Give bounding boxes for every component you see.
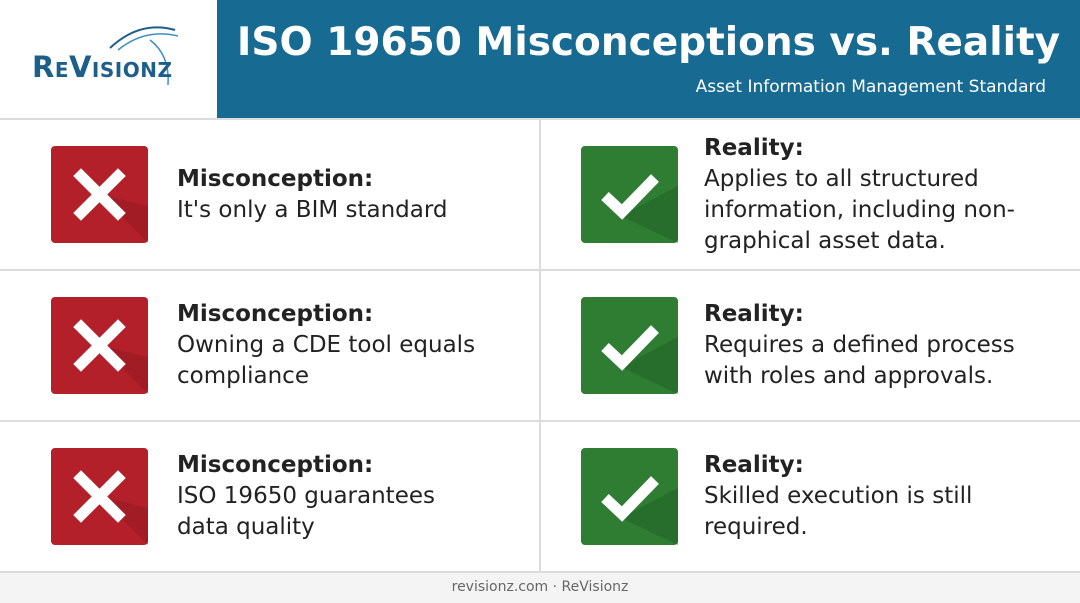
check-icon bbox=[581, 146, 678, 243]
reality-label: Reality: bbox=[704, 301, 804, 327]
misconception-cell: Misconception: ISO 19650 guarantees data … bbox=[0, 422, 539, 571]
reality-cell: Reality: Skilled execution is still requi… bbox=[541, 422, 1080, 571]
reality-text: Applies to all structured information, i… bbox=[704, 165, 1015, 254]
x-icon bbox=[51, 297, 148, 394]
check-icon bbox=[581, 448, 678, 545]
reality-text-block: Reality: Requires a defined process with … bbox=[704, 299, 1034, 392]
reality-label: Reality: bbox=[704, 134, 804, 161]
logo: ReVisionz bbox=[0, 0, 217, 118]
title: ISO 19650 Misconceptions vs. Reality bbox=[236, 20, 1061, 65]
misconception-text-block: Misconception: It's only a BIM standard bbox=[177, 164, 477, 226]
title-band: ISO 19650 Misconceptions vs. Reality Ass… bbox=[217, 0, 1080, 118]
misconception-label: Misconception: bbox=[177, 301, 374, 327]
misconception-text-block: Misconception: ISO 19650 guarantees data … bbox=[177, 450, 477, 543]
footer: revisionz.com · ReVisionz bbox=[451, 579, 629, 595]
reality-text: Requires a defined process with roles an… bbox=[704, 332, 1015, 389]
logo-swoosh bbox=[109, 26, 179, 86]
comparison-grid: Misconception: It's only a BIM standard Re… bbox=[0, 118, 1080, 573]
subtitle: Asset Information Management Standard bbox=[695, 77, 1046, 97]
reality-text-block: Reality: Applies to all structured inform… bbox=[704, 133, 1034, 257]
misconception-text: ISO 19650 guarantees data quality bbox=[177, 483, 435, 540]
reality-label: Reality: bbox=[704, 452, 804, 478]
logo-text: ReVisionz bbox=[32, 50, 173, 84]
misconception-text: Owning a CDE tool equals compliance bbox=[177, 332, 476, 389]
reality-cell: Reality: Applies to all structured inform… bbox=[541, 120, 1080, 269]
misconception-cell: Misconception: Owning a CDE tool equals c… bbox=[0, 271, 539, 420]
misconception-label: Misconception: bbox=[177, 165, 374, 192]
check-icon bbox=[581, 297, 678, 394]
reality-text: Skilled execution is still required. bbox=[704, 483, 973, 540]
misconception-text: It's only a BIM standard bbox=[177, 196, 448, 223]
misconception-cell: Misconception: It's only a BIM standard bbox=[0, 120, 539, 269]
misconception-text-block: Misconception: Owning a CDE tool equals c… bbox=[177, 299, 477, 392]
misconception-label: Misconception: bbox=[177, 452, 374, 478]
reality-text-block: Reality: Skilled execution is still requi… bbox=[704, 450, 1034, 543]
reality-cell: Reality: Requires a defined process with … bbox=[541, 271, 1080, 420]
x-icon bbox=[51, 448, 148, 545]
header: ReVisionz ISO 19650 Misconceptions vs. R… bbox=[0, 0, 1080, 118]
x-icon bbox=[51, 146, 148, 243]
